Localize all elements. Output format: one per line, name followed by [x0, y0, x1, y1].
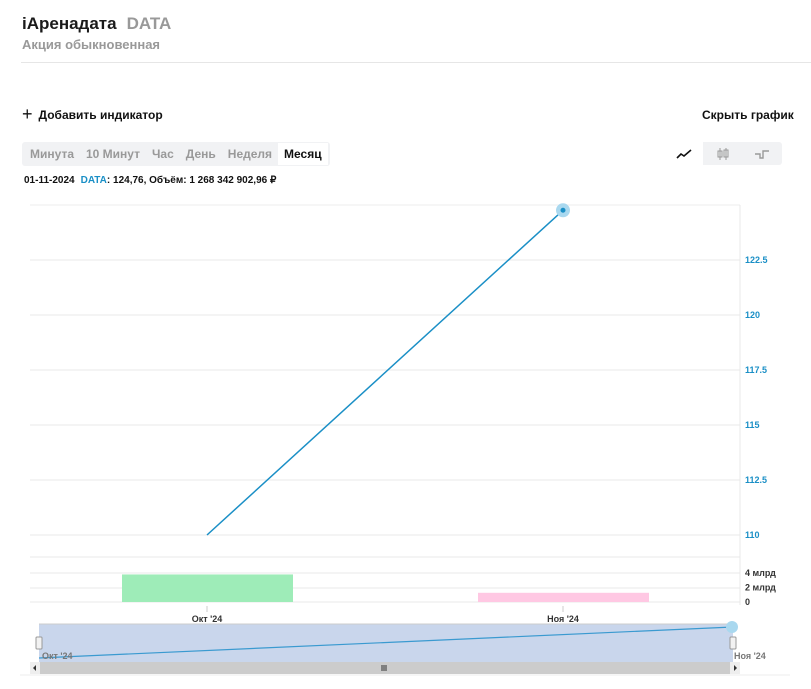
- chart-type-selector: [664, 142, 782, 165]
- page-title: iАренадата DATA: [22, 14, 171, 34]
- step-line-button[interactable]: [743, 142, 782, 165]
- y-tick-label: 112.5: [745, 475, 767, 485]
- navigator-handle[interactable]: [35, 636, 43, 650]
- divider: [21, 62, 811, 63]
- plus-icon: +: [22, 104, 33, 124]
- volume-tick-label: 0: [745, 597, 750, 607]
- scrollbar[interactable]: [30, 662, 740, 674]
- navigator-label: Окт '24: [42, 651, 73, 661]
- arrow-right-icon: [734, 665, 737, 671]
- y-tick-label: 115: [745, 420, 760, 430]
- navigator-handle[interactable]: [729, 636, 737, 650]
- info-values: : 124,76, Объём: 1 268 342 902,96 ₽: [106, 175, 277, 186]
- price-line: [206, 209, 564, 536]
- data-tooltip: 01-11-2024 DATA: 124,76, Объём: 1 268 342…: [24, 175, 276, 186]
- x-tick-label: Окт '24: [192, 614, 223, 624]
- period-selector: Минута 10 Минут Час День Неделя Месяц: [22, 142, 330, 166]
- navigator-marker: [726, 621, 738, 633]
- y-tick-label: 110: [745, 530, 760, 540]
- hide-chart-button[interactable]: Скрыть график: [702, 108, 794, 122]
- period-tab[interactable]: Неделя: [227, 147, 273, 161]
- y-tick-label: 122.5: [745, 255, 768, 265]
- info-date: 01-11-2024: [24, 175, 75, 186]
- subtitle: Акция обыкновенная: [22, 37, 161, 52]
- x-tick-label: Ноя '24: [547, 614, 579, 624]
- add-indicator-button[interactable]: + Добавить индикатор: [22, 104, 163, 125]
- add-indicator-label: Добавить индикатор: [38, 107, 163, 122]
- volume-bar: [122, 574, 293, 602]
- y-tick-label: 120: [745, 310, 760, 320]
- volume-tick-label: 2 млрд: [745, 583, 776, 593]
- step-line-icon: [755, 149, 770, 159]
- candlestick-button[interactable]: [703, 142, 742, 165]
- period-tab[interactable]: Минута: [30, 147, 74, 161]
- scroll-grip-icon: [381, 665, 387, 671]
- navigator-label: Ноя '24: [734, 651, 766, 661]
- arrow-left-icon: [33, 665, 36, 671]
- ticker: DATA: [126, 14, 172, 33]
- period-tab[interactable]: Час: [152, 147, 174, 161]
- period-tab[interactable]: 10 Минут: [86, 147, 140, 161]
- line-chart-button[interactable]: [664, 142, 704, 165]
- volume-tick-label: 4 млрд: [745, 568, 776, 578]
- period-tab[interactable]: Месяц: [278, 143, 328, 165]
- candlestick-icon: [717, 147, 729, 160]
- period-tab[interactable]: День: [185, 147, 216, 161]
- company-name: iАренадата: [22, 14, 117, 33]
- volume-bar: [478, 592, 649, 602]
- navigator-line: [38, 626, 734, 659]
- line-chart-icon: [676, 148, 692, 159]
- y-tick-label: 117.5: [745, 365, 767, 375]
- info-symbol: DATA: [80, 175, 107, 186]
- data-point: [560, 207, 566, 213]
